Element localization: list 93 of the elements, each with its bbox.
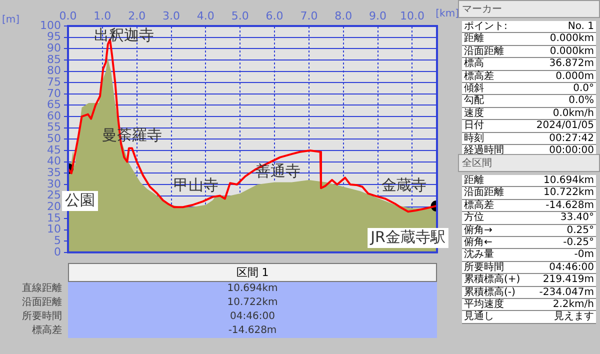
- x-tick-label: 0.0: [59, 9, 77, 22]
- text: 標高差: [31, 324, 63, 338]
- annotation: JR金蔵寺駅: [370, 228, 446, 246]
- text: 所要時間: [463, 261, 505, 274]
- text: 平均速度: [463, 298, 505, 310]
- text: -0.25°: [562, 236, 595, 249]
- text: 0.000km: [548, 32, 595, 46]
- y-tick-label: 55: [47, 120, 61, 134]
- y-tick-label: 35: [47, 166, 61, 180]
- text: -14.628m: [544, 199, 595, 212]
- text: 沿面距離: [463, 186, 505, 200]
- text: 経過時間: [463, 144, 505, 157]
- x-tick-label: 10.0: [400, 9, 424, 22]
- annotation: 公園: [65, 190, 95, 209]
- y-axis-title: [m]: [2, 14, 20, 26]
- text: 00:00:00: [548, 144, 595, 157]
- y-tick-label: 70: [47, 86, 61, 100]
- text: 見通し: [463, 310, 495, 324]
- text: 0.0%: [568, 94, 595, 108]
- y-tick-label: 0: [54, 245, 61, 258]
- text: 全区間: [462, 158, 492, 169]
- y-tick-label: 100: [40, 18, 61, 32]
- text: 標高: [463, 58, 485, 70]
- y-tick-label: 30: [47, 177, 61, 190]
- text: 沿面距離: [21, 296, 63, 310]
- text: 区間 1: [68, 263, 437, 282]
- text: 33.40°: [559, 212, 595, 224]
- text: No. 1: [566, 21, 595, 33]
- text: 04:46:00: [68, 310, 437, 324]
- text: 所要時間: [21, 310, 63, 324]
- x-tick-label: 3.0: [162, 9, 180, 22]
- text: 0.0°: [572, 82, 595, 95]
- text: 0.0km/h: [552, 107, 595, 120]
- text: 0.000km: [548, 45, 595, 58]
- text: 2.2km/h: [552, 298, 595, 311]
- text: 距離: [463, 32, 485, 46]
- text: 標高差: [463, 199, 495, 212]
- text: 日付: [463, 120, 485, 132]
- text: 距離: [463, 175, 485, 187]
- x-tick-label: 9.0: [369, 9, 387, 22]
- y-tick-label: 85: [47, 52, 61, 66]
- x-tick-label: 4.0: [196, 9, 214, 22]
- text: 219.419m: [542, 274, 595, 286]
- x-axis-title: [km]: [436, 8, 460, 20]
- text: 方位: [463, 212, 485, 224]
- y-tick-label: 15: [47, 211, 61, 224]
- x-tick-label: 1.0: [94, 9, 112, 22]
- text: 累積標高(-): [463, 286, 516, 298]
- text: 標高差: [463, 70, 495, 82]
- y-tick-label: 90: [47, 42, 61, 54]
- text: 俯角→: [463, 224, 494, 236]
- text: 速度: [463, 107, 485, 120]
- text: 10.694km: [542, 175, 595, 187]
- y-tick-label: 60: [47, 109, 61, 122]
- text: 直線距離: [21, 282, 63, 296]
- y-tick-label: 40: [47, 154, 61, 168]
- text: 傾斜: [463, 82, 485, 95]
- text: 累積標高(+): [463, 274, 522, 286]
- y-tick-label: 75: [47, 75, 61, 88]
- y-tick-label: 10: [47, 222, 61, 236]
- text: 俯角←: [463, 236, 494, 248]
- text: 36.872m: [548, 58, 595, 70]
- text: 04:46:00: [548, 261, 595, 274]
- text: 沿面距離: [463, 45, 505, 58]
- text: -234.047m: [538, 286, 595, 299]
- text: -0m: [573, 248, 595, 262]
- y-tick-label: 5: [54, 234, 61, 247]
- text: 10.722km: [542, 186, 595, 200]
- text: 00:27:42: [548, 132, 595, 145]
- y-tick-label: 45: [47, 143, 61, 156]
- x-tick-label: 8.0: [334, 9, 352, 22]
- text: -14.628m: [68, 324, 437, 338]
- text: 0.000m: [554, 70, 595, 83]
- text: 見えます: [553, 310, 595, 324]
- x-tick-label: 2.0: [128, 9, 146, 22]
- text: 時刻: [463, 132, 484, 145]
- text: ポイント:: [463, 21, 508, 33]
- text: 勾配: [463, 94, 485, 108]
- x-tick-label: 5.0: [231, 9, 249, 22]
- text: 2024/01/05: [535, 120, 595, 132]
- x-tick-label: 6.0: [266, 9, 284, 22]
- y-tick-label: 95: [47, 30, 61, 44]
- text: 0.25°: [566, 224, 595, 237]
- x-tick-label: 7.0: [300, 9, 318, 22]
- y-tick-label: 20: [47, 200, 61, 213]
- text: 10.722km: [68, 296, 437, 310]
- text: 沈み量: [463, 248, 495, 262]
- text: マーカー: [458, 0, 600, 18]
- y-tick-label: 65: [47, 98, 61, 112]
- y-tick-label: 80: [47, 64, 61, 78]
- y-tick-label: 25: [47, 188, 61, 202]
- text: 10.694km: [68, 282, 437, 296]
- y-tick-label: 50: [47, 132, 61, 146]
